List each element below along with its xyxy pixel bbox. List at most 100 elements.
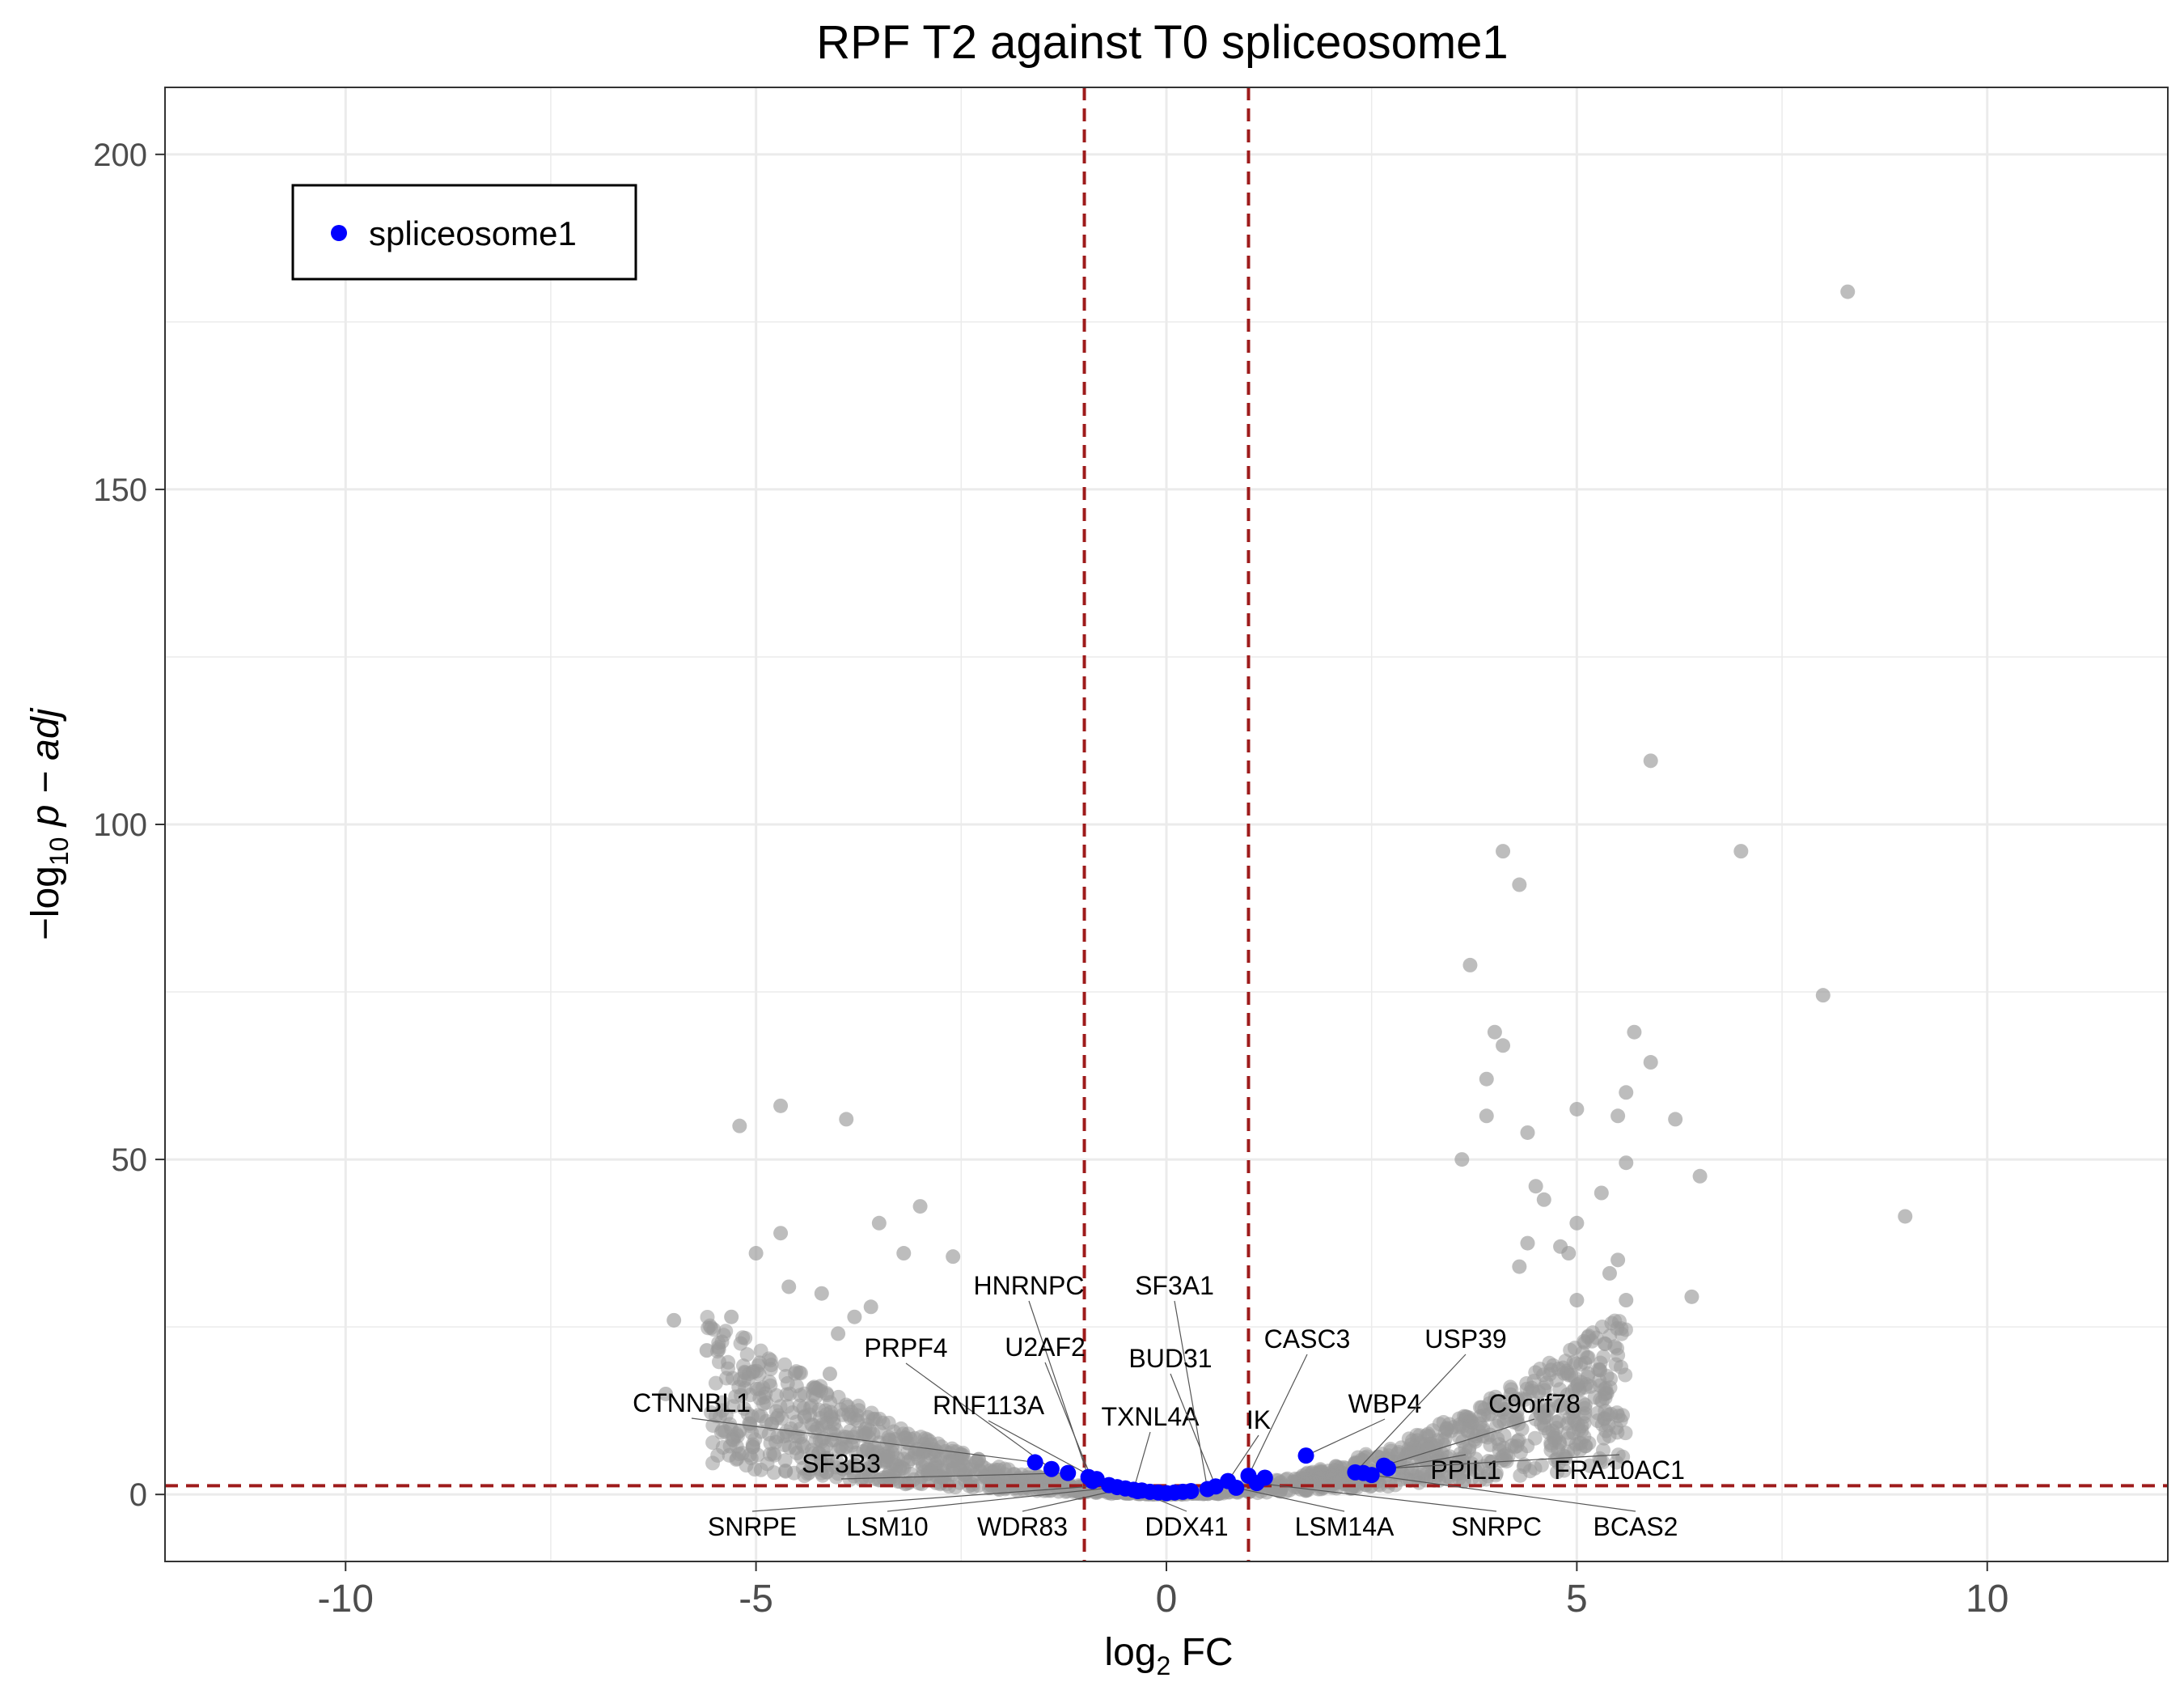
background-point [1479, 1108, 1494, 1124]
background-point [1733, 844, 1749, 859]
legend: spliceosome1 [291, 184, 637, 281]
background-point [908, 1444, 923, 1460]
gene-label: HNRNPC [974, 1271, 1085, 1300]
label-leader-line [751, 1484, 1110, 1512]
background-point [887, 1432, 903, 1447]
background-point [704, 1320, 719, 1336]
gene-label: BCAS2 [1594, 1512, 1678, 1541]
spliceosome1-point [1379, 1460, 1396, 1477]
background-point [831, 1326, 846, 1341]
background-point [992, 1469, 1007, 1485]
x-tick-label: 0 [1156, 1578, 1178, 1621]
gene-label: WBP4 [1348, 1389, 1422, 1418]
label-leader-line [840, 1472, 1069, 1480]
background-point [751, 1366, 767, 1382]
background-point [839, 1439, 854, 1455]
background-point [1475, 1429, 1491, 1444]
background-point [1582, 1458, 1598, 1473]
background-point [794, 1450, 809, 1465]
background-point [1528, 1179, 1543, 1194]
y-axis-label: −log10 p − adj [24, 707, 74, 940]
background-point [715, 1422, 730, 1438]
background-point [1643, 753, 1658, 769]
background-point [1479, 1071, 1494, 1087]
background-point [1619, 1155, 1634, 1171]
background-point [1569, 1293, 1585, 1308]
background-point [708, 1375, 723, 1391]
gene-label: PPIL1 [1430, 1455, 1500, 1485]
gene-label: SNRPC [1451, 1512, 1542, 1541]
background-point [983, 1480, 998, 1495]
background-point [1594, 1185, 1609, 1201]
spliceosome1-point [1256, 1469, 1273, 1486]
background-point [806, 1446, 821, 1461]
background-point [699, 1343, 714, 1358]
background-point [914, 1477, 929, 1492]
background-point [747, 1432, 763, 1447]
background-point [763, 1362, 778, 1377]
gene-label: IK [1246, 1405, 1271, 1434]
background-point [1534, 1458, 1549, 1473]
background-point [890, 1451, 905, 1466]
label-leader-line [1371, 1474, 1636, 1512]
background-point [1577, 1438, 1593, 1454]
background-point [1453, 1446, 1468, 1461]
background-point [950, 1456, 966, 1472]
label-leader-line [1247, 1354, 1308, 1477]
y-tick-label: 0 [129, 1477, 147, 1513]
background-point [896, 1246, 912, 1261]
background-point [1619, 1293, 1634, 1308]
background-point [1504, 1382, 1519, 1397]
gene-label: CASC3 [1264, 1324, 1351, 1354]
background-point [1512, 1259, 1527, 1274]
background-point [819, 1386, 834, 1401]
background-point [1577, 1397, 1593, 1413]
label-leader-line [1132, 1431, 1151, 1490]
background-point [1395, 1466, 1411, 1481]
background-point [1542, 1355, 1557, 1371]
spliceosome1-point [1043, 1460, 1060, 1477]
label-leader-line [1236, 1487, 1345, 1512]
background-point [1556, 1400, 1572, 1416]
background-point [1618, 1367, 1633, 1383]
label-leader-line [1387, 1454, 1620, 1469]
background-point [1619, 1085, 1634, 1100]
background-point [929, 1443, 944, 1459]
background-point [777, 1357, 793, 1372]
gene-label: SF3B3 [802, 1449, 881, 1478]
background-point [736, 1400, 751, 1416]
background-point [1023, 1477, 1039, 1492]
gene-label: WDR83 [977, 1512, 1068, 1541]
label-leader-line [691, 1417, 1035, 1464]
background-point [1536, 1410, 1551, 1426]
background-point [751, 1408, 766, 1423]
background-point [748, 1246, 764, 1261]
background-point [725, 1371, 740, 1386]
background-point [705, 1435, 721, 1451]
background-point [759, 1395, 774, 1410]
background-point [742, 1416, 757, 1431]
label-leader-line [905, 1362, 1052, 1470]
background-point [739, 1347, 755, 1362]
legend-marker [331, 225, 347, 241]
background-point [762, 1447, 777, 1462]
background-point [1010, 1471, 1026, 1486]
background-point [705, 1455, 721, 1471]
background-point [1898, 1209, 1913, 1224]
background-point [1439, 1458, 1454, 1473]
background-point [828, 1422, 844, 1438]
background-point [1815, 988, 1831, 1003]
background-point [1610, 1108, 1626, 1124]
background-point [839, 1112, 854, 1127]
background-point [1531, 1384, 1547, 1400]
background-point [1583, 1379, 1598, 1394]
background-point [1401, 1442, 1416, 1457]
background-point [779, 1424, 794, 1439]
gene-label: LSM14A [1295, 1512, 1395, 1541]
background-point [917, 1455, 933, 1470]
y-tick-label: 100 [93, 807, 147, 843]
background-point [1549, 1372, 1564, 1388]
background-point [1593, 1362, 1608, 1378]
spliceosome1-point [1088, 1471, 1105, 1488]
background-point [877, 1452, 892, 1468]
